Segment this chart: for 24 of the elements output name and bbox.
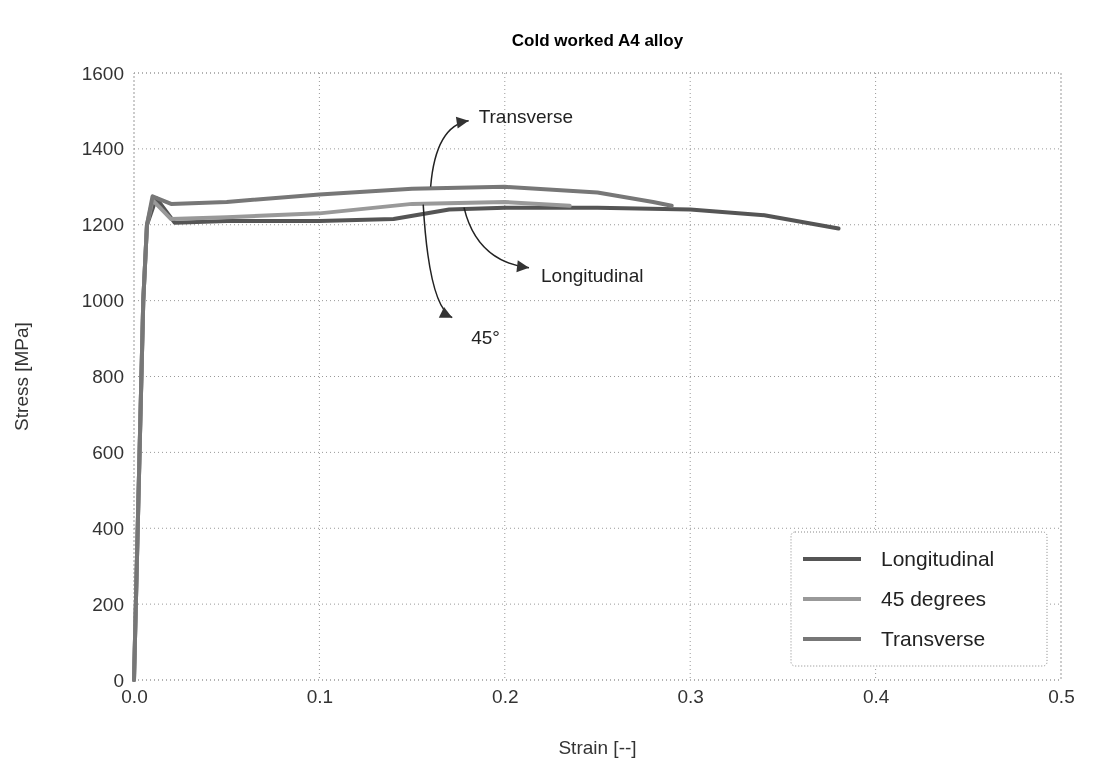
y-tick-label: 600 xyxy=(92,441,124,463)
legend-label: Longitudinal xyxy=(881,547,995,570)
x-tick-label: 0.4 xyxy=(862,686,890,708)
legend-label: Transverse xyxy=(881,627,986,650)
y-tick-label: 1000 xyxy=(81,290,124,312)
annotation: 45° xyxy=(471,326,500,348)
y-tick-label: 1600 xyxy=(81,62,124,84)
x-tick-label: 0.3 xyxy=(677,686,704,708)
y-tick-label: 1400 xyxy=(81,138,124,160)
y-axis-title: Stress [MPa] xyxy=(11,322,32,431)
x-tick-label: 0.1 xyxy=(306,686,334,708)
y-tick-label: 400 xyxy=(92,517,124,539)
x-tick-label: 0.2 xyxy=(492,686,519,708)
x-tick-label: 0.0 xyxy=(121,686,148,708)
x-axis-title: Strain [--] xyxy=(558,737,637,758)
y-tick-label: 1200 xyxy=(81,214,124,236)
y-tick-label: 200 xyxy=(92,593,124,615)
legend-label: 45 degrees xyxy=(881,587,987,610)
y-tick-label: 800 xyxy=(92,366,124,388)
y-tick-label: 0 xyxy=(113,669,124,691)
annotation: Transverse xyxy=(478,105,573,127)
annotation: Longitudinal xyxy=(541,264,644,286)
chart-title: Cold worked A4 alloy xyxy=(511,31,684,50)
x-tick-label: 0.5 xyxy=(1048,686,1075,708)
